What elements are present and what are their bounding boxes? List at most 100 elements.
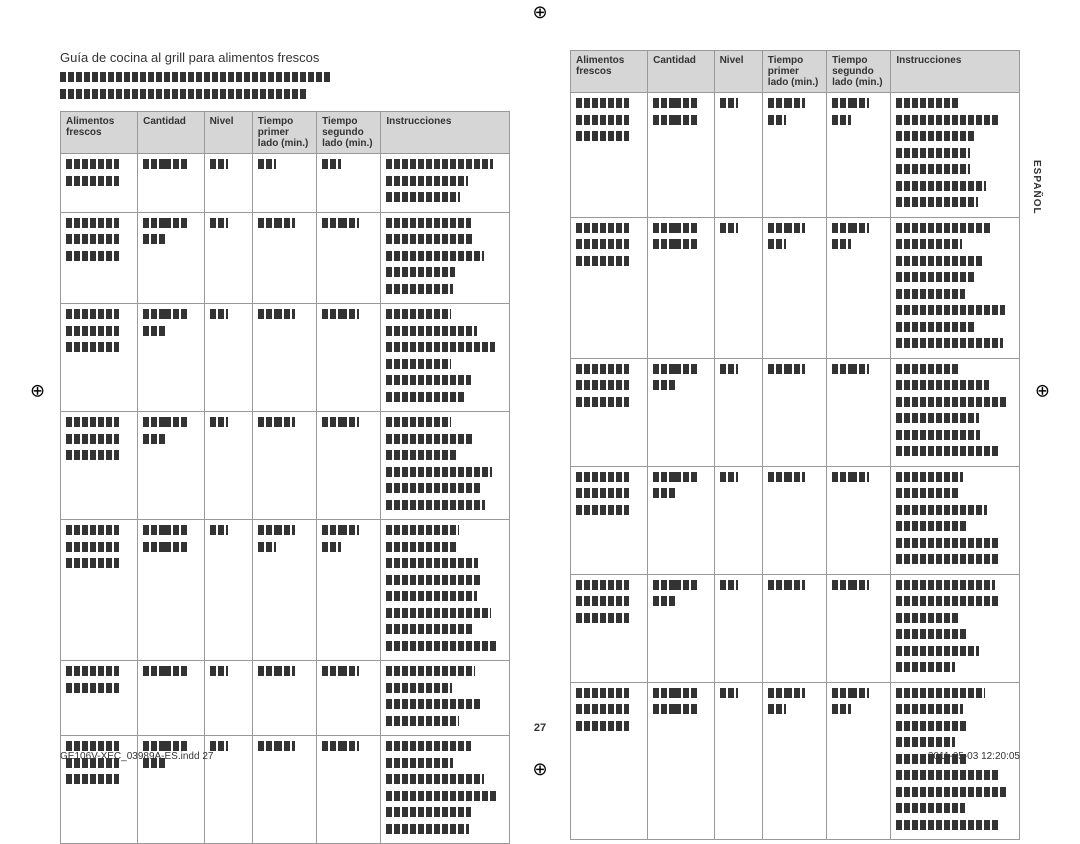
th-instrucciones: Instrucciones bbox=[381, 112, 510, 154]
cell-instrucciones bbox=[381, 520, 510, 661]
table-row bbox=[61, 412, 510, 520]
cell-tiempo2 bbox=[827, 93, 891, 218]
cell-nivel bbox=[204, 304, 252, 412]
cell-tiempo2 bbox=[317, 520, 381, 661]
cell-nivel bbox=[204, 154, 252, 213]
cell-tiempo2 bbox=[827, 574, 891, 682]
right-column: Alimentos frescos Cantidad Nivel Tiempo … bbox=[570, 50, 1020, 722]
cell-alimentos bbox=[61, 154, 138, 213]
cell-alimentos bbox=[571, 574, 648, 682]
th-tiempo2: Tiempo segundo lado (min.) bbox=[317, 112, 381, 154]
page-content: Guía de cocina al grill para alimentos f… bbox=[60, 50, 1020, 722]
th-tiempo2-r: Tiempo segundo lado (min.) bbox=[827, 51, 891, 93]
table-row bbox=[61, 212, 510, 304]
cell-instrucciones bbox=[891, 93, 1020, 218]
th-tiempo1-r: Tiempo primer lado (min.) bbox=[762, 51, 826, 93]
table-row bbox=[571, 358, 1020, 466]
table-row bbox=[571, 93, 1020, 218]
cell-alimentos bbox=[571, 682, 648, 840]
table-row bbox=[571, 574, 1020, 682]
cell-instrucciones bbox=[381, 736, 510, 844]
subtitle-1 bbox=[60, 71, 510, 86]
cell-cantidad bbox=[138, 412, 204, 520]
cell-instrucciones bbox=[891, 574, 1020, 682]
cell-tiempo2 bbox=[317, 736, 381, 844]
th-alimentos-r: Alimentos frescos bbox=[571, 51, 648, 93]
cell-nivel bbox=[714, 358, 762, 466]
grill-table-left: Alimentos frescos Cantidad Nivel Tiempo … bbox=[60, 111, 510, 844]
cell-tiempo2 bbox=[827, 682, 891, 840]
cell-tiempo2 bbox=[317, 154, 381, 213]
th-tiempo1: Tiempo primer lado (min.) bbox=[252, 112, 316, 154]
cell-cantidad bbox=[138, 212, 204, 304]
th-cantidad: Cantidad bbox=[138, 112, 204, 154]
crop-mark-top: ⊕ bbox=[532, 2, 547, 23]
cell-tiempo1 bbox=[762, 358, 826, 466]
cell-tiempo2 bbox=[317, 212, 381, 304]
table-row bbox=[61, 520, 510, 661]
cell-tiempo1 bbox=[252, 212, 316, 304]
cell-nivel bbox=[714, 466, 762, 574]
cell-nivel bbox=[204, 412, 252, 520]
language-tab: ESPAÑOL bbox=[1031, 160, 1042, 215]
cell-instrucciones bbox=[381, 212, 510, 304]
page-number: 27 bbox=[0, 722, 1080, 734]
cell-nivel bbox=[714, 682, 762, 840]
cell-alimentos bbox=[571, 217, 648, 358]
cell-alimentos bbox=[61, 520, 138, 661]
crop-mark-left: ⊕ bbox=[30, 381, 45, 402]
cell-alimentos bbox=[61, 212, 138, 304]
cell-nivel bbox=[714, 93, 762, 218]
cell-cantidad bbox=[138, 304, 204, 412]
subtitle-2 bbox=[60, 88, 510, 103]
th-cantidad-r: Cantidad bbox=[648, 51, 714, 93]
crop-mark-right: ⊕ bbox=[1035, 381, 1050, 402]
left-column: Guía de cocina al grill para alimentos f… bbox=[60, 50, 510, 722]
cell-cantidad bbox=[648, 574, 714, 682]
cell-nivel bbox=[714, 217, 762, 358]
cell-tiempo2 bbox=[317, 412, 381, 520]
cell-instrucciones bbox=[381, 412, 510, 520]
table-row bbox=[61, 304, 510, 412]
footer-left: GE106V-XEC_03989A-ES.indd 27 bbox=[60, 751, 213, 762]
cell-tiempo1 bbox=[762, 217, 826, 358]
th-alimentos: Alimentos frescos bbox=[61, 112, 138, 154]
cell-alimentos bbox=[571, 358, 648, 466]
table-row bbox=[571, 217, 1020, 358]
cell-tiempo1 bbox=[762, 682, 826, 840]
cell-alimentos bbox=[571, 466, 648, 574]
footer-right: 2011-05-03 12:20:05 bbox=[928, 751, 1020, 762]
section-title: Guía de cocina al grill para alimentos f… bbox=[60, 50, 510, 65]
cell-instrucciones bbox=[891, 217, 1020, 358]
th-instrucciones-r: Instrucciones bbox=[891, 51, 1020, 93]
cell-instrucciones bbox=[381, 304, 510, 412]
cell-instrucciones bbox=[381, 154, 510, 213]
cell-tiempo2 bbox=[827, 217, 891, 358]
cell-alimentos bbox=[61, 304, 138, 412]
cell-tiempo2 bbox=[317, 304, 381, 412]
cell-tiempo1 bbox=[252, 304, 316, 412]
cell-nivel bbox=[204, 520, 252, 661]
cell-cantidad bbox=[138, 154, 204, 213]
cell-cantidad bbox=[648, 358, 714, 466]
crop-mark-bottom: ⊕ bbox=[532, 759, 547, 780]
cell-cantidad bbox=[648, 682, 714, 840]
cell-tiempo1 bbox=[252, 412, 316, 520]
cell-alimentos bbox=[571, 93, 648, 218]
cell-cantidad bbox=[138, 520, 204, 661]
th-nivel: Nivel bbox=[204, 112, 252, 154]
cell-tiempo1 bbox=[252, 520, 316, 661]
cell-tiempo1 bbox=[762, 93, 826, 218]
table-row bbox=[61, 154, 510, 213]
cell-instrucciones bbox=[891, 466, 1020, 574]
cell-cantidad bbox=[648, 217, 714, 358]
table-row bbox=[571, 466, 1020, 574]
cell-alimentos bbox=[61, 412, 138, 520]
cell-tiempo1 bbox=[762, 466, 826, 574]
cell-nivel bbox=[204, 212, 252, 304]
th-nivel-r: Nivel bbox=[714, 51, 762, 93]
cell-cantidad bbox=[648, 466, 714, 574]
cell-tiempo1 bbox=[252, 736, 316, 844]
cell-cantidad bbox=[648, 93, 714, 218]
cell-tiempo1 bbox=[252, 154, 316, 213]
